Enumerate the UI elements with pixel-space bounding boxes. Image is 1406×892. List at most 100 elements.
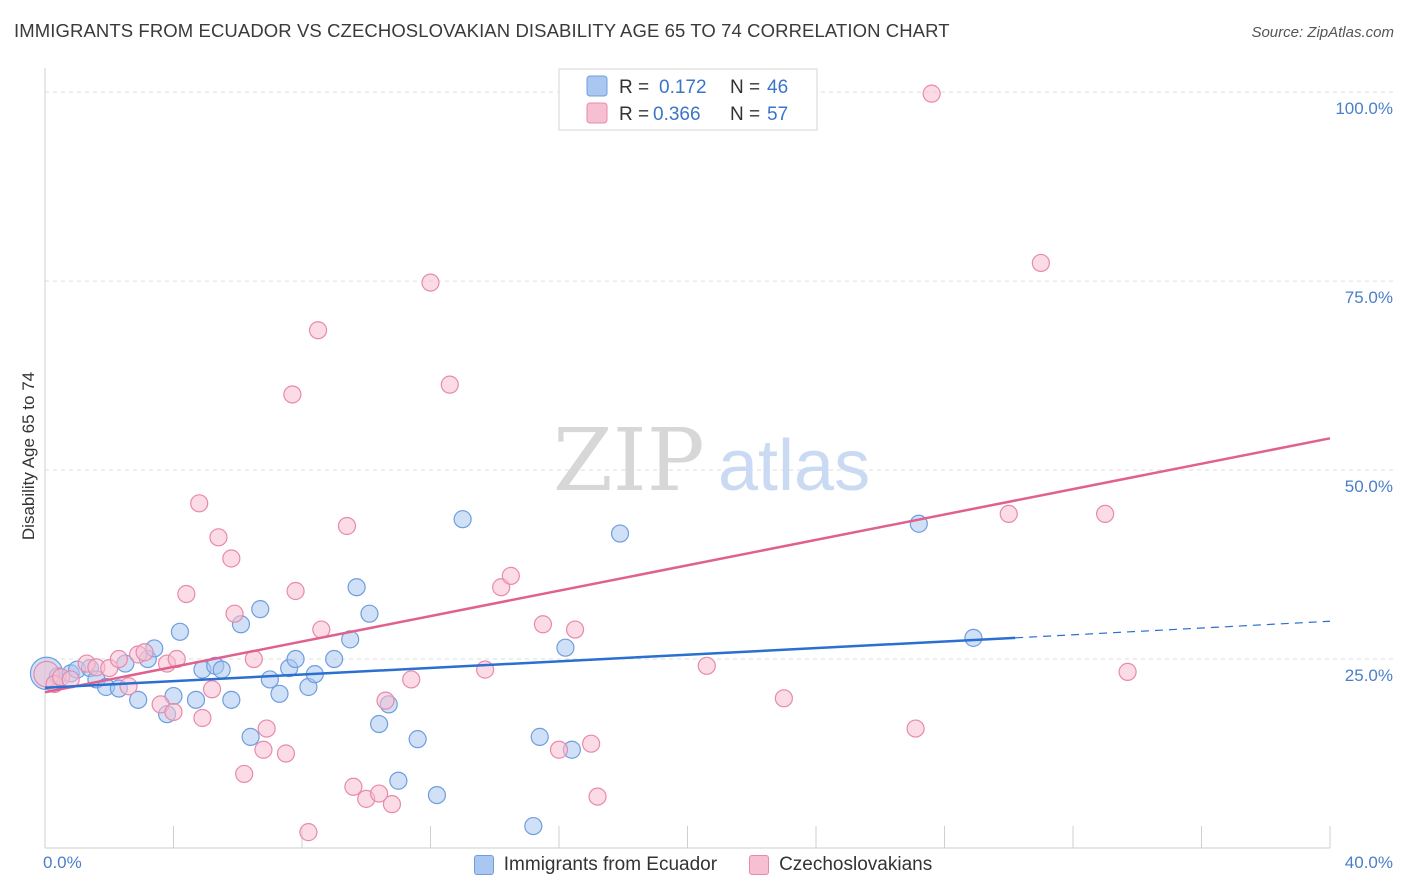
czechoslovakians-point-35 [370, 784, 389, 803]
czechoslovakians-point-33 [344, 777, 363, 796]
ecuador-point-36 [408, 730, 427, 749]
ecuador-point-32 [360, 604, 379, 623]
czechoslovakians-point-7 [109, 649, 128, 669]
legend-n-label-2: N = [730, 104, 760, 125]
series-czechoslovakians-points [33, 84, 1137, 842]
watermark-zip: ZIP [553, 411, 705, 511]
ecuador-point-22 [251, 600, 270, 619]
legend-r-value-1: 0.172 [659, 77, 707, 98]
czechoslovakians-point-22 [235, 764, 254, 784]
axes [44, 68, 1331, 849]
watermark: ZIP atlas [553, 411, 870, 511]
chart-title: IMMIGRANTS FROM ECUADOR VS CZECHOSLOVAKI… [14, 20, 950, 41]
ecuador-point-40 [530, 727, 549, 746]
ecuador-point-9 [129, 690, 148, 709]
czechoslovakians-point-25 [257, 719, 276, 738]
czechoslovakians-point-13 [164, 702, 183, 722]
czechoslovakians-point-30 [308, 321, 328, 340]
watermark-atlas: atlas [718, 426, 870, 506]
legend-box: R = 0.172 N = 46 R = 0.366 N = 57 [558, 68, 818, 131]
legend-item-czechoslovakians: Czechoslovakians [749, 854, 932, 876]
ecuador-point-45 [964, 628, 983, 647]
legend-label-czechoslovakians: Czechoslovakians [779, 854, 933, 875]
czechoslovakians-point-47 [582, 734, 601, 753]
legend-item-ecuador: Immigrants from Ecuador [473, 854, 718, 876]
czechoslovakians-point-44 [533, 615, 553, 634]
ecuador-point-35 [389, 771, 408, 790]
ecuador-point-37 [427, 785, 447, 805]
legend-r-label-1: R = [619, 77, 649, 98]
y-tick-labels: 25.0% 50.0% 75.0% 100.0% [1335, 99, 1393, 685]
czechoslovakians-point-21 [225, 604, 244, 623]
czechoslovakians-point-49 [697, 656, 716, 675]
czechoslovakians-point-51 [906, 719, 925, 738]
czechoslovakians-point-24 [254, 740, 273, 759]
y-tick-label-75: 75.0% [1345, 288, 1393, 307]
czechoslovakians-point-45 [549, 740, 569, 759]
czechoslovakians-point-27 [283, 385, 302, 404]
czechoslovakians-point-15 [177, 584, 196, 604]
czechoslovakians-point-28 [286, 581, 305, 601]
ecuador-point-21 [241, 727, 260, 746]
ecuador-point-23 [260, 670, 279, 689]
trend-lines [44, 437, 1331, 694]
czechoslovakians-point-18 [202, 680, 222, 699]
y-axis-label: Disability Age 65 to 74 [19, 372, 38, 540]
czechoslovakians-point-32 [337, 516, 357, 536]
czechoslovakians-point-46 [565, 620, 585, 639]
ecuador-point-18 [212, 660, 231, 679]
legend-label-ecuador: Immigrants from Ecuador [503, 854, 718, 875]
ecuador-point-39 [524, 816, 543, 836]
czechoslovakians-point-54 [1031, 253, 1050, 273]
czechoslovakians-point-17 [193, 708, 212, 728]
czechoslovakians-point-20 [222, 549, 241, 568]
y-tick-label-50: 50.0% [1345, 477, 1393, 496]
czechoslovakians-point-37 [382, 795, 402, 814]
czechoslovakians-point-10 [135, 643, 154, 662]
x-tick-label-max: 40.0% [1345, 853, 1393, 872]
series-ecuador-points [29, 510, 983, 836]
legend-n-value-1: 46 [767, 77, 788, 98]
legend-n-value-2: 57 [767, 104, 788, 125]
ecuador-point-31 [347, 578, 366, 597]
czechoslovakians-point-53 [999, 504, 1018, 524]
trend-line-czechoslovakians [44, 437, 1331, 694]
czechoslovakians-point-40 [440, 375, 459, 394]
czechoslovakians-point-55 [1096, 504, 1115, 524]
ecuador-point-15 [186, 690, 206, 709]
czechoslovakians-point-52 [922, 84, 941, 103]
y-tick-label-100: 100.0% [1335, 99, 1393, 118]
ecuador-point-19 [222, 690, 241, 709]
czechoslovakians-point-36 [376, 691, 395, 710]
czechoslovakians-point-19 [209, 528, 228, 547]
legend-swatch-blue [586, 75, 608, 97]
ecuador-point-33 [370, 714, 389, 734]
gridlines [45, 91, 1393, 660]
bottom-legend: Immigrants from Ecuador Czechoslovakians [0, 851, 1406, 879]
source-label: Source: ZipAtlas.com [1251, 24, 1394, 41]
czechoslovakians-point-50 [774, 689, 793, 708]
czechoslovakians-point-8 [119, 677, 138, 696]
ecuador-point-14 [170, 622, 190, 641]
legend-swatch-pink [586, 102, 608, 124]
ecuador-point-26 [286, 649, 305, 669]
ecuador-point-24 [270, 684, 289, 703]
ecuador-point-43 [610, 524, 630, 543]
legend-r-label-2: R = [619, 104, 649, 125]
czechoslovakians-point-16 [190, 494, 209, 513]
czechoslovakians-point-29 [299, 823, 318, 842]
czechoslovakians-point-38 [402, 670, 421, 689]
legend-n-label-1: N = [730, 77, 760, 98]
czechoslovakians-point-39 [421, 273, 440, 292]
ecuador-point-38 [453, 510, 472, 529]
trend-line-ecuador [44, 636, 1016, 690]
trend-line-ecuador-extension [1015, 620, 1331, 639]
ecuador-point-29 [325, 649, 344, 669]
legend-swatch-czechoslovakians [749, 855, 770, 875]
ecuador-point-41 [556, 638, 575, 657]
czechoslovakians-point-56 [1118, 662, 1137, 681]
legend-swatch-ecuador [473, 855, 494, 875]
czechoslovakians-point-48 [588, 787, 607, 806]
czechoslovakians-point-43 [501, 566, 520, 585]
